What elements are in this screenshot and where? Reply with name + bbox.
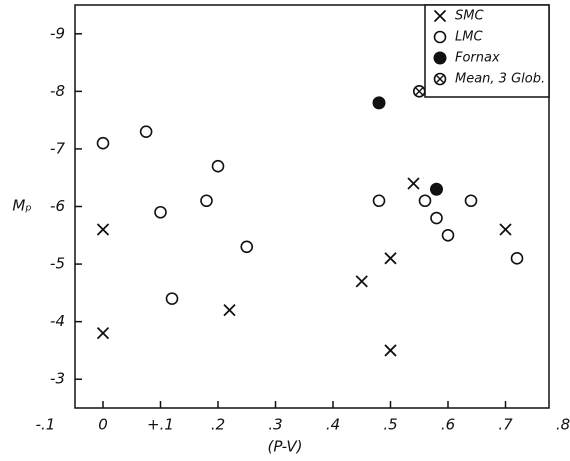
y-tick-label: -5 xyxy=(50,255,65,273)
legend-marker-part xyxy=(435,74,445,84)
data-point-part xyxy=(407,177,420,190)
data-point-part xyxy=(372,194,386,208)
data-point xyxy=(441,228,455,242)
data-point-part xyxy=(430,182,443,196)
x-tick-label: .7 xyxy=(498,416,513,434)
data-point xyxy=(412,85,426,98)
data-point xyxy=(96,327,110,340)
data-point xyxy=(372,194,386,208)
y-tick-label: -7 xyxy=(50,139,65,157)
data-point xyxy=(407,177,420,190)
data-point xyxy=(96,136,110,150)
x-tick-label: .8 xyxy=(556,416,570,434)
data-point-part xyxy=(154,205,167,219)
legend-marker xyxy=(433,51,447,65)
x-tick-label: .3 xyxy=(268,416,282,434)
data-point xyxy=(499,223,512,236)
x-axis-label: (P-V) xyxy=(268,438,303,456)
data-point xyxy=(139,125,153,138)
x-tick-label: -.1 xyxy=(36,416,56,434)
data-point xyxy=(464,194,478,208)
y-tick-label: -8 xyxy=(50,82,65,100)
data-point-part xyxy=(165,292,179,305)
y-tick-label: -9 xyxy=(50,24,65,42)
x-tick-label: +.1 xyxy=(147,416,174,434)
data-point xyxy=(223,303,236,317)
data-point xyxy=(200,194,213,208)
data-point-part xyxy=(96,223,110,236)
data-point-part xyxy=(510,252,524,265)
data-point xyxy=(165,292,179,305)
data-point xyxy=(384,344,397,357)
data-point-part xyxy=(223,303,236,317)
legend-label: SMC xyxy=(455,9,484,24)
legend-label: LMC xyxy=(455,30,483,45)
data-point-part xyxy=(240,240,254,254)
data-point-part xyxy=(96,327,110,340)
data-point xyxy=(430,182,443,196)
x-tick-label: 0 xyxy=(98,416,108,434)
x-tick-label: .4 xyxy=(326,416,340,434)
y-tick-label: -6 xyxy=(50,197,65,215)
data-point xyxy=(96,223,110,236)
data-point-part xyxy=(418,194,432,208)
data-point-part xyxy=(384,344,397,357)
x-tick-label: .5 xyxy=(383,416,397,434)
data-point xyxy=(372,96,386,110)
data-point xyxy=(510,252,524,265)
data-point-part xyxy=(499,223,512,236)
y-tick-label: -4 xyxy=(50,312,65,330)
legend-marker-part xyxy=(433,30,447,44)
data-point xyxy=(355,275,368,288)
data-point-part xyxy=(464,194,478,208)
legend-marker xyxy=(433,30,447,44)
data-point-part xyxy=(355,275,368,288)
data-point-part xyxy=(441,228,455,242)
data-point xyxy=(430,211,443,225)
legend-label: Fornax xyxy=(455,51,500,66)
data-point-part xyxy=(200,194,213,208)
data-point-part xyxy=(384,252,397,265)
legend-marker xyxy=(433,72,447,86)
legend-marker-part xyxy=(433,9,447,23)
legend-marker-part xyxy=(433,51,447,65)
data-point xyxy=(154,205,167,219)
data-point-part xyxy=(211,159,225,173)
y-tick-label: -3 xyxy=(50,370,65,388)
data-point-part xyxy=(372,96,386,110)
data-point-part xyxy=(430,211,443,225)
data-point xyxy=(384,252,397,265)
y-axis-label: Mₚ xyxy=(12,197,31,215)
data-point-part xyxy=(96,136,110,150)
data-point xyxy=(240,240,254,254)
legend-label: Mean, 3 Glob. xyxy=(455,72,545,87)
x-tick-label: .6 xyxy=(441,416,455,434)
data-point-part xyxy=(139,125,153,138)
x-tick-label: .2 xyxy=(211,416,225,434)
legend-marker xyxy=(433,9,447,23)
data-point xyxy=(211,159,225,173)
data-point-part xyxy=(414,87,424,96)
data-point xyxy=(418,194,432,208)
